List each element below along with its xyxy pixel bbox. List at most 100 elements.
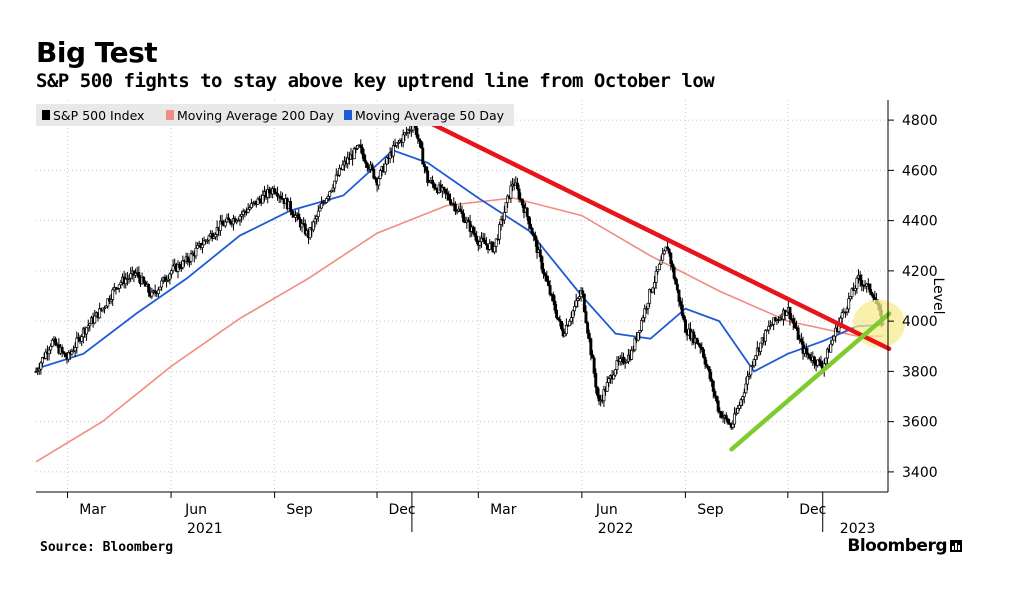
candle-body xyxy=(708,369,712,380)
candle-body xyxy=(548,285,552,295)
candle-body xyxy=(297,213,301,220)
candle-body xyxy=(711,380,715,392)
candle-body xyxy=(63,352,67,358)
candle-body xyxy=(563,333,567,337)
candle-body xyxy=(249,203,253,208)
candle-body xyxy=(212,236,216,239)
candle-body xyxy=(455,210,459,213)
candle-body xyxy=(504,202,508,213)
candle-body xyxy=(483,239,487,245)
y-tick-label: 3800 xyxy=(902,364,938,380)
candle-body xyxy=(734,412,738,415)
candle-body xyxy=(93,315,97,324)
candle-body xyxy=(201,244,204,248)
candle-body xyxy=(702,349,705,358)
candle-body xyxy=(517,188,521,200)
candle-body xyxy=(573,306,576,312)
candle-body xyxy=(258,198,262,201)
legend-swatch xyxy=(166,110,174,120)
candle-body xyxy=(546,280,550,286)
candle-body xyxy=(873,297,877,300)
candle-body xyxy=(181,260,185,268)
candle-body xyxy=(571,310,575,318)
candle-body xyxy=(300,223,304,228)
candle-body xyxy=(47,349,51,355)
candle-body xyxy=(561,328,565,337)
candle-body xyxy=(109,299,113,302)
candle-body xyxy=(294,214,297,218)
candle-body xyxy=(530,228,534,234)
candle-body xyxy=(124,278,128,285)
candle-body xyxy=(768,325,772,328)
candle-body xyxy=(819,360,823,367)
candle-body xyxy=(494,238,498,247)
candle-body xyxy=(515,182,519,190)
candle-body xyxy=(150,291,154,297)
candle-body xyxy=(568,320,572,326)
candle-body xyxy=(158,286,162,291)
candle-body xyxy=(631,349,635,352)
candle-body xyxy=(276,193,279,197)
candle-body xyxy=(462,213,466,223)
candle-body xyxy=(447,193,451,200)
candle-body xyxy=(644,308,648,310)
candle-body xyxy=(799,338,803,343)
bar-chart-icon xyxy=(950,540,962,552)
candle-body xyxy=(493,246,497,253)
candle-body xyxy=(326,195,330,199)
candle-body xyxy=(816,359,820,366)
candle-body xyxy=(396,142,400,144)
candle-body xyxy=(39,362,43,370)
candle-body xyxy=(646,302,650,309)
candle-body xyxy=(755,347,759,357)
candle-body xyxy=(163,276,167,282)
candle-body xyxy=(648,289,652,304)
candle-body xyxy=(205,239,209,242)
candle-body xyxy=(60,346,64,353)
candle-body xyxy=(630,349,634,360)
candle-body xyxy=(308,227,312,239)
sp500-series xyxy=(34,119,885,430)
candle-body xyxy=(741,396,745,401)
candle-body xyxy=(142,276,146,283)
candle-body xyxy=(210,233,214,239)
ma200-line xyxy=(35,197,884,463)
candle-body xyxy=(116,287,120,290)
support-trendline xyxy=(729,311,892,452)
legend-box xyxy=(36,104,514,126)
candle-body xyxy=(333,180,337,189)
candle-body xyxy=(325,198,328,203)
candle-body xyxy=(117,284,121,289)
candle-body xyxy=(354,148,358,150)
candle-body xyxy=(656,269,660,272)
candle-body xyxy=(721,416,725,419)
candle-body xyxy=(767,326,771,331)
brand-name: Bloomberg xyxy=(847,536,947,556)
candle-body xyxy=(817,359,821,362)
candle-body xyxy=(643,308,647,319)
candle-body xyxy=(804,348,808,354)
candle-body xyxy=(70,351,74,355)
candle-body xyxy=(509,185,513,199)
candle-body xyxy=(726,418,730,424)
candle-body xyxy=(338,167,341,176)
candle-body xyxy=(574,300,578,307)
candle-body xyxy=(352,148,356,160)
candle-body xyxy=(749,365,753,376)
candle-body xyxy=(274,191,278,194)
candle-body xyxy=(238,215,242,221)
candle-body xyxy=(675,283,679,291)
candle-body xyxy=(540,256,544,270)
candle-body xyxy=(742,392,746,397)
candle-body xyxy=(698,344,702,348)
candle-body xyxy=(85,327,89,335)
candle-body xyxy=(868,283,872,293)
y-axis-label: Level xyxy=(930,278,946,315)
candle-body xyxy=(669,252,673,265)
candle-body xyxy=(560,321,563,330)
candle-body xyxy=(401,134,405,143)
candle-body xyxy=(362,153,366,162)
candle-body xyxy=(640,320,643,331)
candle-body xyxy=(37,368,41,372)
candle-body xyxy=(334,174,338,182)
